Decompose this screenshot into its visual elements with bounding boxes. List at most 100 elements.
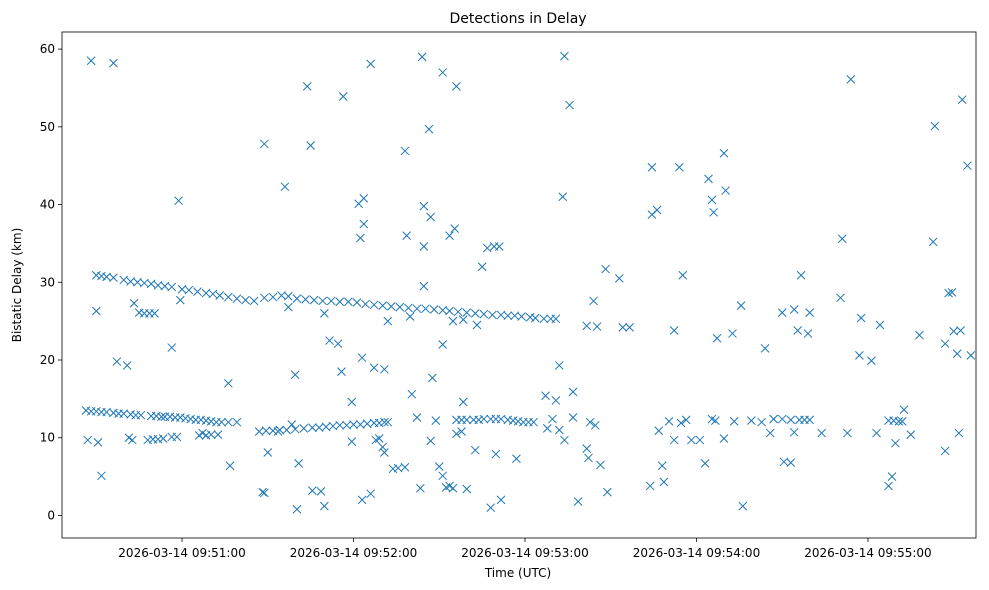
data-point: [177, 284, 187, 294]
data-point: [721, 186, 730, 195]
data-point: [462, 308, 472, 317]
data-point: [102, 272, 111, 282]
data-point: [548, 414, 557, 424]
data-point: [589, 296, 598, 306]
data-point: [915, 330, 924, 340]
y-tick-label: 0: [47, 508, 55, 522]
x-tick-label: 2026-03-14 09:54:00: [633, 546, 760, 560]
data-point: [707, 195, 717, 205]
data-point: [347, 437, 357, 446]
data-point: [438, 471, 448, 481]
data-point: [712, 333, 722, 343]
data-point: [254, 427, 264, 436]
data-point: [777, 414, 787, 424]
data-point: [747, 416, 756, 425]
data-point: [325, 336, 334, 345]
data-point: [458, 315, 468, 324]
data-point: [306, 141, 316, 150]
y-tick-label: 10: [40, 431, 55, 445]
data-point: [356, 233, 365, 243]
data-point: [309, 295, 319, 305]
data-point: [674, 162, 684, 172]
data-point: [119, 275, 129, 285]
data-point: [366, 489, 376, 499]
data-point: [424, 124, 434, 134]
data-point: [139, 278, 149, 288]
data-point: [805, 415, 815, 425]
data-point: [93, 438, 103, 447]
data-point: [241, 295, 250, 305]
data-point: [223, 378, 233, 388]
data-point: [568, 387, 578, 397]
data-point: [940, 339, 950, 349]
data-point: [765, 428, 775, 438]
data-point: [261, 426, 271, 436]
data-point: [383, 316, 393, 326]
data-point: [290, 424, 300, 434]
data-point: [259, 139, 269, 149]
data-point: [213, 430, 223, 439]
data-point: [133, 277, 142, 287]
data-point: [891, 438, 900, 448]
data-point: [738, 501, 748, 511]
data-point: [709, 207, 718, 217]
data-point: [966, 350, 976, 360]
data-point: [383, 417, 393, 427]
data-point: [259, 488, 269, 498]
data-point: [760, 343, 770, 353]
data-point: [232, 417, 242, 427]
data-point: [450, 224, 460, 234]
data-point: [657, 461, 667, 471]
data-point: [956, 326, 965, 335]
x-tick-label: 2026-03-14 09:53:00: [461, 546, 588, 560]
y-tick-label: 20: [40, 353, 55, 367]
data-point: [405, 312, 415, 321]
data-point: [503, 311, 513, 321]
data-point: [796, 270, 806, 280]
data-point: [590, 420, 600, 430]
data-point: [510, 311, 520, 321]
data-point: [109, 273, 118, 282]
data-point: [479, 414, 489, 424]
data-point: [416, 483, 425, 493]
data-point: [349, 420, 358, 429]
data-point: [719, 148, 729, 158]
x-axis-label: Time (UTC): [484, 566, 551, 580]
data-point: [601, 264, 610, 274]
data-point: [201, 288, 211, 298]
data-point: [836, 293, 845, 303]
data-point: [160, 281, 170, 291]
data-point: [314, 423, 324, 432]
data-point: [417, 52, 427, 62]
data-point: [273, 427, 283, 436]
data-point: [614, 274, 624, 283]
data-point: [206, 430, 216, 439]
data-point: [223, 417, 233, 427]
data-point: [453, 307, 463, 317]
data-point: [710, 416, 720, 425]
data-point: [344, 297, 353, 307]
data-point: [472, 320, 482, 330]
data-point: [496, 310, 506, 320]
data-point: [542, 424, 552, 433]
y-tick-label: 30: [40, 275, 55, 289]
data-point: [669, 435, 679, 445]
data-point: [431, 416, 441, 425]
data-point: [647, 162, 657, 172]
data-point: [517, 312, 526, 321]
data-point: [769, 414, 779, 424]
data-point: [906, 430, 916, 439]
data-point: [308, 423, 317, 432]
data-point: [127, 435, 137, 445]
y-axis-label: Bistatic Delay (km): [10, 228, 24, 343]
x-tick-label: 2026-03-14 09:52:00: [290, 546, 417, 560]
data-point: [150, 309, 159, 318]
data-point: [357, 353, 367, 363]
data-point: [419, 201, 429, 211]
data-point: [899, 405, 909, 415]
data-point: [719, 434, 729, 443]
data-point: [280, 182, 290, 192]
data-point: [404, 303, 413, 313]
data-point: [153, 281, 163, 290]
data-point: [268, 292, 278, 302]
